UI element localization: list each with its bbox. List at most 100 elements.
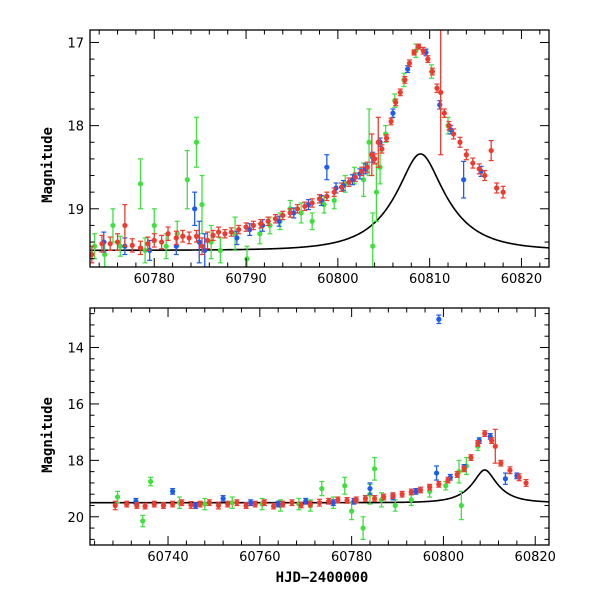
data-point (180, 233, 186, 239)
x-tick-label: 60780 (134, 272, 175, 287)
data-point (331, 189, 337, 195)
data-point (507, 467, 513, 473)
plot-area (90, 30, 549, 267)
data-point (319, 485, 325, 492)
data-point (388, 118, 394, 125)
data-point (289, 500, 295, 506)
data-point (349, 508, 355, 514)
data-point (229, 500, 235, 506)
data-point (438, 89, 444, 95)
data-point (173, 235, 179, 241)
data-point (436, 316, 442, 322)
data-point (359, 168, 365, 174)
data-point (186, 235, 192, 241)
y-tick-label: 16 (67, 398, 84, 413)
x-tick-label: 60820 (515, 550, 556, 565)
data-point (257, 231, 263, 237)
data-point (360, 525, 366, 531)
data-point (114, 239, 121, 245)
data-point (360, 177, 367, 183)
data-point (112, 502, 118, 509)
plot-frame (89, 307, 550, 546)
data-point (399, 491, 405, 497)
data-point (454, 471, 460, 478)
data-point (147, 478, 154, 485)
data-point (151, 237, 157, 243)
data-point (433, 470, 440, 476)
x-tick-label: 60790 (225, 272, 266, 287)
data-point (206, 500, 212, 506)
data-point (413, 488, 419, 494)
data-point (298, 210, 304, 216)
data-point (425, 56, 431, 62)
data-point (468, 454, 474, 461)
data-point (405, 66, 411, 72)
data-point (188, 502, 194, 508)
data-point (193, 233, 200, 239)
data-point (137, 181, 144, 187)
data-point (362, 495, 368, 502)
data-point (165, 231, 171, 237)
data-point (420, 48, 426, 54)
model-curve (90, 469, 549, 504)
data-point (390, 110, 396, 116)
x-tick-label: 60740 (147, 550, 188, 565)
data-point (91, 243, 98, 249)
data-point (416, 44, 422, 50)
data-point (110, 222, 116, 229)
data-point (371, 466, 378, 472)
data-point (192, 206, 198, 212)
y-tick-label: 18 (67, 454, 84, 469)
data-point (335, 497, 341, 503)
data-point (482, 430, 488, 437)
data-point (217, 247, 223, 253)
data-point (408, 497, 414, 503)
y-tick-label: 20 (67, 511, 84, 526)
data-point (170, 501, 176, 507)
data-point (344, 497, 350, 504)
data-point (352, 174, 358, 180)
data-point (367, 485, 373, 492)
data-point (199, 202, 205, 208)
data-point (215, 229, 222, 235)
bottom-panel: 60740 60760 60780 60800 60820 14 16 18 20 (67, 307, 556, 565)
data-point (446, 123, 452, 129)
green-series (114, 441, 481, 540)
data-point (379, 146, 385, 152)
x-tick-label: 60800 (317, 272, 358, 287)
data-point (179, 500, 185, 506)
data-point (338, 184, 345, 190)
data-point (316, 196, 323, 202)
data-point (199, 243, 205, 249)
data-point (476, 166, 482, 172)
data-point (392, 502, 398, 509)
data-point (436, 481, 442, 487)
data-point (375, 139, 381, 145)
data-point (330, 500, 336, 506)
data-point (393, 99, 399, 105)
data-point (272, 216, 279, 222)
data-point (192, 502, 199, 509)
data-point (302, 203, 308, 209)
data-point (450, 131, 457, 137)
y-tick-label: 18 (67, 120, 84, 135)
data-point (326, 498, 332, 504)
data-point (373, 189, 380, 195)
data-point (488, 147, 494, 154)
data-point (390, 493, 396, 499)
data-point (202, 501, 208, 507)
data-point (316, 500, 323, 506)
data-point (291, 210, 297, 216)
data-point (298, 502, 304, 508)
data-point (248, 500, 254, 506)
data-point (434, 85, 440, 91)
data-point (129, 242, 135, 248)
data-point (309, 218, 315, 224)
data-point (331, 197, 337, 204)
data-point (151, 222, 157, 229)
plot-area (90, 314, 549, 540)
data-point (346, 179, 352, 185)
data-point (197, 501, 203, 507)
data-point (463, 152, 469, 158)
